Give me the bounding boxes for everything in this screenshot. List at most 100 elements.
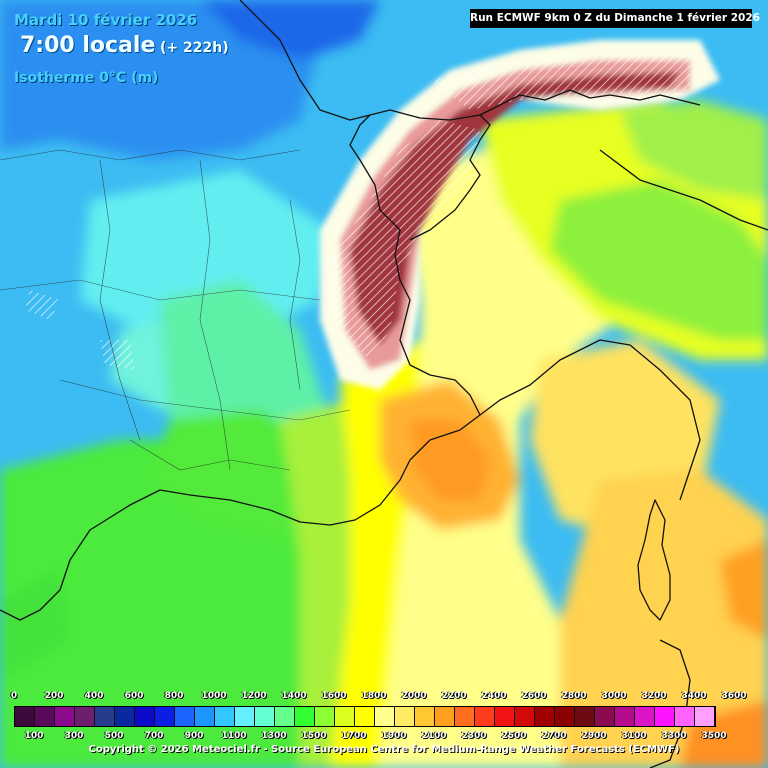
regions-5 <box>59 379 351 421</box>
legend-tick-top: 1800 <box>361 691 387 701</box>
legend-swatch <box>515 707 535 726</box>
coastline-adriatic <box>599 149 768 231</box>
zone-deep-blue-north <box>200 0 380 60</box>
legend-swatch <box>675 707 695 726</box>
zone-cyan <box>80 170 330 330</box>
legend-swatch <box>295 707 315 726</box>
legend-tick-bottom: 1900 <box>381 731 407 741</box>
legend-tick-top: 1400 <box>281 691 307 701</box>
legend-swatch <box>495 707 515 726</box>
legend-tick-top: 3000 <box>601 691 627 701</box>
legend-tick-top: 2200 <box>441 691 467 701</box>
regions-7 <box>289 199 301 391</box>
legend-swatch <box>55 707 75 726</box>
legend-tick-top: 0 <box>10 691 18 701</box>
legend-tick-top: 600 <box>124 691 144 701</box>
forecast-lead: (+ 222h) <box>160 40 229 56</box>
legend-swatch <box>375 707 395 726</box>
legend-tick-top: 2800 <box>561 691 587 701</box>
legend-swatch <box>115 707 135 726</box>
legend-tick-top: 1200 <box>241 691 267 701</box>
legend-tick-bottom: 900 <box>184 731 204 741</box>
legend-tick-bottom: 1500 <box>301 731 327 741</box>
coastline-france-south <box>69 364 481 561</box>
regions-3 <box>199 159 231 471</box>
zone-orange-se <box>720 540 768 640</box>
legend-swatch <box>535 707 555 726</box>
zone-light-orange-2 <box>560 470 768 768</box>
legend-tick-bottom: 2700 <box>541 731 567 741</box>
legend-tick-bottom: 2100 <box>421 731 447 741</box>
legend-colorbar <box>14 706 716 727</box>
legend-swatch <box>455 707 475 726</box>
legend-tick-bottom: 2900 <box>581 731 607 741</box>
legend-swatch <box>215 707 235 726</box>
legend-tick-bottom: 2500 <box>501 731 527 741</box>
legend-swatch <box>335 707 355 726</box>
legend-tick-top: 1600 <box>321 691 347 701</box>
legend-swatch <box>275 707 295 726</box>
legend-tick-bottom: 1700 <box>341 731 367 741</box>
run-banner: Run ECMWF 9km 0 Z du Dimanche 1 février … <box>470 9 760 28</box>
hatch-cyan <box>100 340 135 370</box>
border-north-east <box>239 0 371 121</box>
copyright-text: Copyright © 2026 Meteociel.fr - Source E… <box>88 744 680 755</box>
legend-swatch <box>315 707 335 726</box>
legend-tick-top: 2000 <box>401 691 427 701</box>
legend-swatch <box>475 707 495 726</box>
hatch-nw <box>25 290 60 320</box>
legend-tick-top: 200 <box>44 691 64 701</box>
legend-tick-bottom: 3500 <box>701 731 727 741</box>
legend-swatch <box>355 707 375 726</box>
legend-tick-bottom: 300 <box>64 731 84 741</box>
border-italy-north <box>479 89 701 116</box>
legend-swatch <box>135 707 155 726</box>
legend-tick-top: 2400 <box>481 691 507 701</box>
legend-tick-bottom: 100 <box>24 731 44 741</box>
legend-swatch <box>15 707 35 726</box>
legend-swatch <box>435 707 455 726</box>
border-swiss <box>369 109 491 241</box>
legend-swatch <box>555 707 575 726</box>
legend-swatch <box>595 707 615 726</box>
alps-hatch-2 <box>430 50 690 110</box>
legend-tick-bottom: 3300 <box>661 731 687 741</box>
legend-swatch <box>235 707 255 726</box>
legend-swatch <box>635 707 655 726</box>
border-alps-west <box>349 114 411 366</box>
zone-green-ne <box>550 180 768 340</box>
coastline-sardinia <box>649 639 691 768</box>
parameter-title: Isotherme 0°C (m) <box>14 70 159 86</box>
legend-tick-top: 800 <box>164 691 184 701</box>
legend-tick-bottom: 700 <box>144 731 164 741</box>
legend-swatch <box>35 707 55 726</box>
legend-tick-bottom: 2300 <box>461 731 487 741</box>
alps-hatch-1 <box>330 120 480 360</box>
legend-tick-bottom: 1300 <box>261 731 287 741</box>
zone-green-ne2 <box>620 100 768 200</box>
regions-4 <box>0 279 321 301</box>
legend-tick-top: 2600 <box>521 691 547 701</box>
legend-swatch <box>95 707 115 726</box>
legend-tick-bottom: 3100 <box>621 731 647 741</box>
legend-swatch <box>415 707 435 726</box>
color-legend: 0 200 400 600 800 1000 1200 1400 1600 1800 2000 220… <box>0 688 768 768</box>
legend-swatch <box>615 707 635 726</box>
legend-tick-bottom: 1100 <box>221 731 247 741</box>
legend-swatch <box>155 707 175 726</box>
legend-swatch <box>175 707 195 726</box>
forecast-time: 7:00 locale <box>20 33 156 58</box>
legend-tick-top: 400 <box>84 691 104 701</box>
regions-1 <box>0 149 301 161</box>
coastline-italy-west <box>479 339 701 501</box>
coastline-corsica <box>637 499 671 621</box>
legend-tick-bottom: 500 <box>104 731 124 741</box>
legend-swatch <box>695 707 715 726</box>
legend-tick-top: 3200 <box>641 691 667 701</box>
regions-6 <box>129 439 291 471</box>
forecast-date: Mardi 10 février 2026 <box>14 11 198 29</box>
legend-swatch <box>75 707 95 726</box>
legend-tick-top: 1000 <box>201 691 227 701</box>
